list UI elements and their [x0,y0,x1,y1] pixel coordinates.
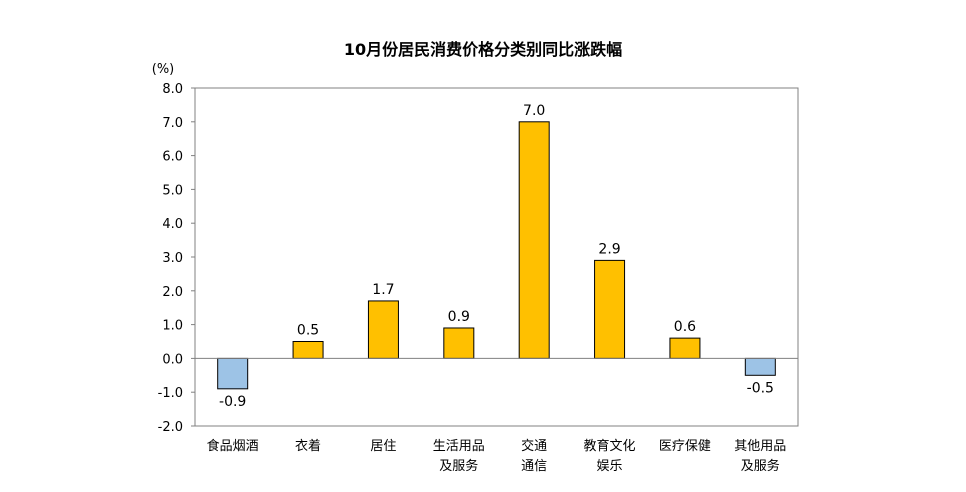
bar [744,357,776,376]
bar [594,259,626,359]
bar [367,300,399,359]
x-category-label: 医疗保健 [659,439,711,454]
x-category-label: 其他用品 [734,439,786,454]
bar [443,327,475,359]
plot-area-frame [194,87,799,427]
bar [669,337,701,359]
y-axis: 8.0 7.0 6.0 5.0 4.0 3.0 2.0 1.0 0.0 -1.0 -2.0 [158,82,195,435]
bar-value-label: 7.0 [523,103,545,119]
bar-value-label: 0.6 [674,319,696,335]
x-category-label: 生活用品 [433,439,485,454]
y-tick-label: 1.0 [162,319,183,334]
y-tick-label: 0.0 [162,352,183,367]
bar-value-label: -0.9 [219,394,246,410]
y-tick-label: 3.0 [162,251,183,266]
y-tick-label: -1.0 [158,386,183,401]
y-tick-label: 8.0 [162,82,183,97]
x-category-label: 居住 [370,439,396,454]
x-category-label: 食品烟酒 [207,438,259,454]
chart-title: 10月份居民消费价格分类别同比涨跌幅 [344,40,622,59]
bar-value-label: 2.9 [598,241,620,257]
y-tick-label: 2.0 [162,285,183,300]
x-category-label: 及服务 [741,458,780,474]
x-category-label: 教育文化 [584,438,636,454]
x-category-label: 娱乐 [597,459,623,474]
bar [217,357,249,390]
bar-value-label: 0.9 [448,309,470,325]
x-category-label: 交通 [521,438,547,454]
y-axis-unit-label: (%) [152,62,175,77]
bar-value-label: 1.7 [372,282,394,298]
bar-value-label: 0.5 [297,323,319,339]
bar-value-label: -0.5 [747,380,774,396]
y-tick-label: 6.0 [162,150,183,165]
y-tick-label: 4.0 [162,217,183,232]
x-category-label: 衣着 [295,438,321,454]
y-tick-label: 5.0 [162,183,183,198]
y-tick-label: -2.0 [158,420,183,435]
x-category-label: 及服务 [439,458,478,474]
bar [292,341,324,359]
bars-group: -0.9 0.5 1.7 0.9 7.0 2.9 0.6 -0.5 [217,103,776,410]
x-category-label: 通信 [521,459,547,474]
y-tick-label: 7.0 [162,116,183,131]
bar [518,121,550,359]
